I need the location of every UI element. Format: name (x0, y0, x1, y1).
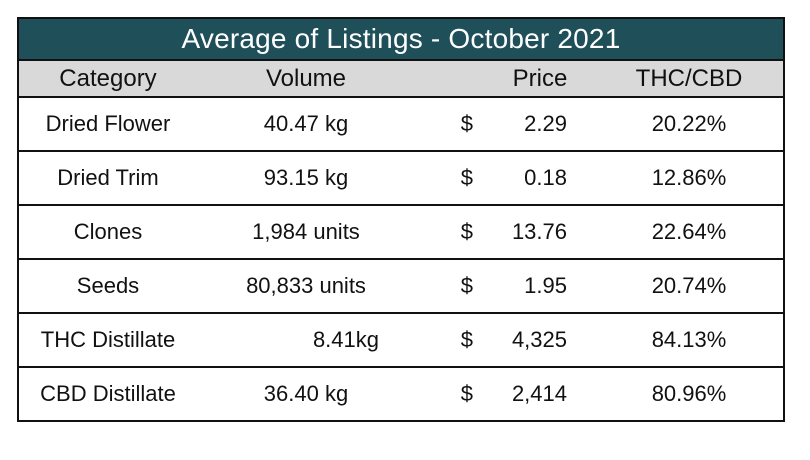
table-header-row: Category Volume Price THC/CBD (19, 61, 783, 98)
thc-cbd-cell: 84.13% (651, 327, 727, 352)
currency-cell: $ (460, 165, 473, 190)
thc-cbd-cell: 20.22% (651, 111, 727, 136)
table-row: Clones 1,984 units $ 13.76 22.64% (19, 206, 783, 260)
table-row: Dried Trim 93.15 kg $ 0.18 12.86% (19, 152, 783, 206)
price-cell: 4,325 (511, 327, 567, 352)
thc-cbd-cell: 22.64% (651, 219, 727, 244)
header-price: Price (512, 65, 568, 92)
category-cell: Clones (73, 219, 143, 244)
category-cell: Seeds (76, 273, 140, 298)
volume-cell: 36.40 kg (263, 381, 349, 406)
currency-cell: $ (460, 381, 473, 406)
volume-cell: 1,984 units (252, 219, 360, 244)
volume-cell: 8.41kg (312, 327, 379, 352)
currency-cell: $ (460, 273, 473, 298)
category-cell: THC Distillate (40, 327, 176, 352)
price-cell: 13.76 (511, 219, 567, 244)
header-volume: Volume (265, 65, 347, 92)
price-cell: 2,414 (511, 381, 567, 406)
volume-cell: 93.15 kg (263, 165, 349, 190)
currency-cell: $ (460, 111, 473, 136)
table-row: CBD Distillate 36.40 kg $ 2,414 80.96% (19, 368, 783, 420)
price-cell: 2.29 (524, 111, 567, 136)
thc-cbd-cell: 80.96% (651, 381, 727, 406)
category-cell: Dried Flower (45, 111, 171, 136)
table-row: Dried Flower 40.47 kg $ 2.29 20.22% (19, 98, 783, 152)
thc-cbd-cell: 12.86% (651, 165, 727, 190)
price-cell: 1.95 (524, 273, 567, 298)
volume-cell: 80,833 units (246, 273, 366, 298)
category-cell: CBD Distillate (40, 381, 176, 406)
volume-cell: 40.47 kg (263, 111, 349, 136)
listings-table: Average of Listings - October 2021 Categ… (17, 17, 785, 422)
table-row: THC Distillate 8.41kg $ 4,325 84.13% (19, 314, 783, 368)
header-thc-cbd: THC/CBD (635, 65, 743, 92)
currency-cell: $ (460, 219, 473, 244)
thc-cbd-cell: 20.74% (651, 273, 727, 298)
table-title: Average of Listings - October 2021 (19, 19, 783, 61)
price-cell: 0.18 (524, 165, 567, 190)
currency-cell: $ (460, 327, 473, 352)
table-row: Seeds 80,833 units $ 1.95 20.74% (19, 260, 783, 314)
header-category: Category (59, 65, 157, 92)
category-cell: Dried Trim (57, 165, 159, 190)
